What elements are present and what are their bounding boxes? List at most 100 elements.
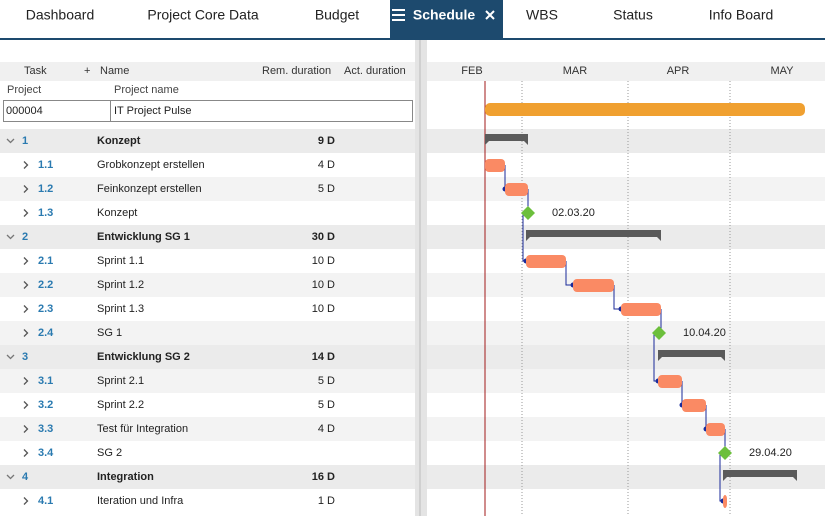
col-name[interactable]: Name bbox=[100, 65, 129, 77]
tab[interactable]: Schedule bbox=[413, 7, 475, 23]
collapse-icon[interactable] bbox=[6, 474, 15, 480]
row-bg-gantt bbox=[427, 321, 825, 345]
task-duration: 16 D bbox=[312, 471, 335, 483]
row-bg-gantt bbox=[427, 369, 825, 393]
tab[interactable]: Info Board bbox=[709, 7, 774, 23]
expand-icon[interactable] bbox=[23, 161, 29, 169]
task-name: Sprint 1.2 bbox=[97, 279, 144, 291]
task-id[interactable]: 3 bbox=[22, 351, 28, 363]
expand-icon[interactable] bbox=[23, 377, 29, 385]
row-bg bbox=[0, 417, 415, 441]
summary-bar bbox=[723, 470, 797, 481]
task-duration: 5 D bbox=[318, 375, 335, 387]
project-label: Project bbox=[7, 84, 41, 96]
expand-icon[interactable] bbox=[23, 425, 29, 433]
col-task[interactable]: Task bbox=[24, 65, 47, 77]
task-id[interactable]: 3.2 bbox=[38, 399, 53, 411]
row-bg bbox=[0, 201, 415, 225]
expand-icon[interactable] bbox=[23, 449, 29, 457]
tab[interactable]: WBS bbox=[526, 7, 558, 23]
row-bg bbox=[0, 129, 415, 153]
task-name: Entwicklung SG 1 bbox=[97, 231, 190, 243]
task-bar[interactable] bbox=[505, 183, 528, 196]
task-id[interactable]: 1.3 bbox=[38, 207, 53, 219]
task-bar[interactable] bbox=[621, 303, 661, 316]
task-name: Konzept bbox=[97, 207, 137, 219]
task-bar[interactable] bbox=[682, 399, 706, 412]
task-name: Entwicklung SG 2 bbox=[97, 351, 190, 363]
month-label: APR bbox=[667, 65, 690, 77]
month-label: FEB bbox=[461, 65, 482, 77]
task-id[interactable]: 2.1 bbox=[38, 255, 53, 267]
task-name: SG 1 bbox=[97, 327, 122, 339]
collapse-icon[interactable] bbox=[6, 234, 15, 240]
expand-icon[interactable] bbox=[23, 185, 29, 193]
collapse-icon[interactable] bbox=[6, 138, 15, 144]
splitter[interactable] bbox=[415, 40, 427, 516]
tab[interactable]: Budget bbox=[315, 7, 359, 23]
task-id[interactable]: 3.3 bbox=[38, 423, 53, 435]
summary-bar bbox=[658, 350, 725, 361]
month-label: MAR bbox=[563, 65, 588, 77]
task-id[interactable]: 4.1 bbox=[38, 495, 53, 507]
task-id[interactable]: 2.4 bbox=[38, 327, 54, 339]
task-bar[interactable] bbox=[573, 279, 614, 292]
task-duration: 10 D bbox=[312, 255, 335, 267]
expand-icon[interactable] bbox=[23, 497, 29, 505]
expand-icon[interactable] bbox=[23, 401, 29, 409]
task-duration: 30 D bbox=[312, 231, 335, 243]
task-bar[interactable] bbox=[706, 423, 725, 436]
row-bg-gantt bbox=[427, 177, 825, 201]
row-bg bbox=[0, 393, 415, 417]
task-id[interactable]: 2 bbox=[22, 231, 28, 243]
project-id: 000004 bbox=[6, 105, 43, 117]
row-bg-gantt bbox=[427, 417, 825, 441]
col-rem[interactable]: Rem. duration bbox=[262, 65, 331, 77]
row-bg-gantt bbox=[427, 441, 825, 465]
tab[interactable]: Dashboard bbox=[26, 7, 95, 23]
tab[interactable]: Status bbox=[613, 7, 653, 23]
task-name: SG 2 bbox=[97, 447, 122, 459]
month-label: MAY bbox=[770, 65, 794, 77]
expand-icon[interactable] bbox=[23, 305, 29, 313]
expand-icon[interactable] bbox=[23, 281, 29, 289]
project-name-input[interactable] bbox=[110, 100, 413, 122]
task-bar[interactable] bbox=[723, 495, 727, 508]
expand-icon[interactable] bbox=[23, 257, 29, 265]
rows: 1 Konzept 9 D 1.1 Grobkonzept erstellen 4 D 1.… bbox=[0, 129, 825, 513]
row-bg-gantt bbox=[427, 489, 825, 513]
row-bg bbox=[0, 441, 415, 465]
row-bg-gantt bbox=[427, 249, 825, 273]
task-name: Konzept bbox=[97, 135, 141, 147]
close-icon[interactable] bbox=[485, 10, 495, 20]
collapse-icon[interactable] bbox=[6, 354, 15, 360]
task-name: Feinkonzept erstellen bbox=[97, 183, 202, 195]
task-id[interactable]: 1.1 bbox=[38, 159, 53, 171]
task-bar[interactable] bbox=[658, 375, 682, 388]
task-bar[interactable] bbox=[485, 159, 505, 172]
task-id[interactable]: 4 bbox=[22, 471, 29, 483]
tab[interactable]: Project Core Data bbox=[147, 7, 258, 23]
task-duration: 10 D bbox=[312, 303, 335, 315]
task-name: Sprint 1.1 bbox=[97, 255, 144, 267]
task-duration: 1 D bbox=[318, 495, 335, 507]
add-icon[interactable]: + bbox=[84, 65, 90, 77]
task-bar[interactable] bbox=[526, 255, 566, 268]
row-bg-gantt bbox=[427, 201, 825, 225]
col-act[interactable]: Act. duration bbox=[344, 65, 406, 77]
active-tab-bg bbox=[390, 0, 503, 38]
task-name: Grobkonzept erstellen bbox=[97, 159, 205, 171]
task-id[interactable]: 1 bbox=[22, 135, 28, 147]
task-id[interactable]: 1.2 bbox=[38, 183, 53, 195]
task-name: Sprint 2.1 bbox=[97, 375, 144, 387]
task-id[interactable]: 2.2 bbox=[38, 279, 53, 291]
row-bg bbox=[0, 153, 415, 177]
project-bar bbox=[485, 103, 805, 116]
task-id[interactable]: 3.1 bbox=[38, 375, 53, 387]
task-id[interactable]: 3.4 bbox=[38, 447, 54, 459]
expand-icon[interactable] bbox=[23, 209, 29, 217]
milestone-date: 02.03.20 bbox=[552, 207, 595, 219]
task-id[interactable]: 2.3 bbox=[38, 303, 53, 315]
expand-icon[interactable] bbox=[23, 329, 29, 337]
